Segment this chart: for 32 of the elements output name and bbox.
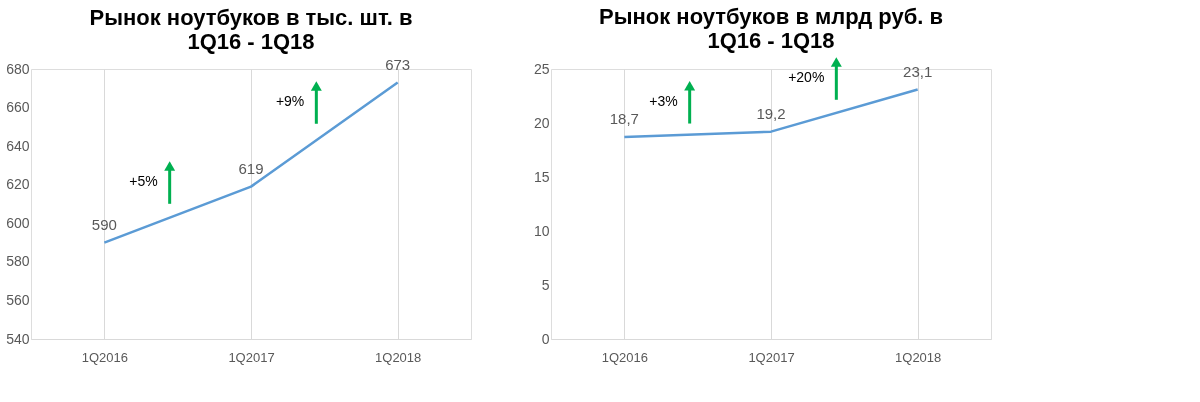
x-tick-label: 1Q2017: [228, 349, 275, 365]
y-tick-label: 680: [6, 60, 30, 77]
annotation: +9%: [275, 93, 305, 110]
data-label: 590: [91, 215, 117, 233]
y-tick-label: 15: [533, 168, 550, 185]
y-tick-label: 600: [6, 214, 30, 231]
y-tick-label: 20: [533, 114, 550, 131]
x-tick-label: 1Q2016: [601, 349, 648, 365]
y-tick-label: 5: [541, 276, 550, 293]
y-tick-label: 580: [6, 253, 30, 270]
annotation: +5%: [129, 173, 158, 190]
y-tick-label: 640: [6, 137, 30, 154]
chart-title: Рынок ноутбуков в млрд руб. в 1Q16 - 1Q18: [599, 4, 943, 54]
y-tick-label: 540: [6, 330, 30, 347]
x-tick-label: 1Q2018: [895, 349, 942, 365]
annotation: +20%: [788, 69, 825, 86]
y-tick-label: 560: [6, 291, 30, 308]
chart-title: Рынок ноутбуков в тыс. шт. в 1Q16 - 1Q18: [89, 4, 413, 54]
data-label: 23,1: [903, 62, 933, 80]
data-label: 19,2: [756, 104, 786, 122]
y-tick-label: 0: [541, 330, 550, 347]
data-label: 673: [385, 55, 411, 73]
y-tick-label: 25: [533, 60, 550, 77]
annotation: +3%: [649, 92, 678, 109]
data-label: 619: [238, 159, 264, 177]
y-tick-label: 620: [6, 176, 30, 193]
y-tick-label: 660: [6, 99, 30, 116]
x-tick-label: 1Q2017: [748, 349, 795, 365]
y-tick-label: 10: [533, 222, 550, 239]
x-tick-label: 1Q2018: [375, 349, 422, 365]
x-tick-label: 1Q2016: [81, 349, 128, 365]
data-label: 18,7: [609, 110, 639, 128]
